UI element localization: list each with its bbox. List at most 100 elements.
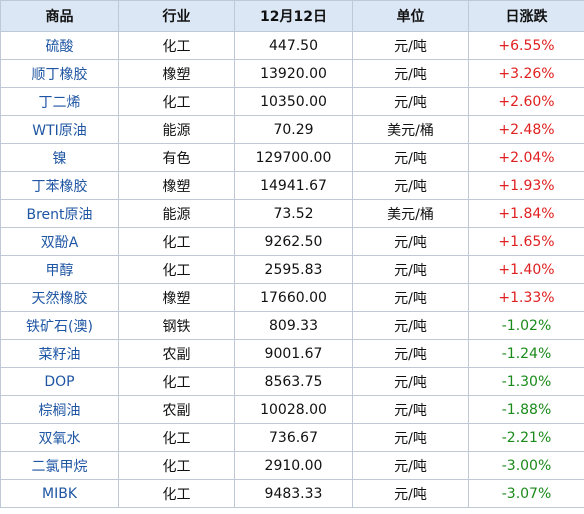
- industry-cell: 化工: [118, 227, 235, 256]
- commodity-name-link[interactable]: 菜籽油: [0, 339, 119, 368]
- unit-cell: 元/吨: [352, 395, 469, 424]
- unit-cell: 元/吨: [352, 255, 469, 284]
- unit-cell: 元/吨: [352, 311, 469, 340]
- table-row: 双酚A 化工 9262.50 元/吨 +1.65%: [0, 227, 584, 256]
- unit-cell: 元/吨: [352, 87, 469, 116]
- unit-cell: 元/吨: [352, 479, 469, 508]
- unit-cell: 元/吨: [352, 171, 469, 200]
- table-header-row: 商品 行业 12月12日 单位 日涨跌: [0, 0, 584, 32]
- daily-change-cell: -1.02%: [468, 311, 584, 340]
- industry-cell: 橡塑: [118, 59, 235, 88]
- daily-change-cell: -1.30%: [468, 367, 584, 396]
- unit-cell: 元/吨: [352, 31, 469, 60]
- unit-cell: 元/吨: [352, 227, 469, 256]
- header-daily-change: 日涨跌: [468, 0, 584, 32]
- daily-change-cell: +1.33%: [468, 283, 584, 312]
- commodity-name-link[interactable]: 丁苯橡胶: [0, 171, 119, 200]
- industry-cell: 能源: [118, 199, 235, 228]
- daily-change-cell: +2.48%: [468, 115, 584, 144]
- table-row: 丁二烯 化工 10350.00 元/吨 +2.60%: [0, 87, 584, 116]
- industry-cell: 能源: [118, 115, 235, 144]
- daily-change-cell: +1.40%: [468, 255, 584, 284]
- industry-cell: 化工: [118, 367, 235, 396]
- table-row: 棕榈油 农副 10028.00 元/吨 -1.88%: [0, 395, 584, 424]
- unit-cell: 元/吨: [352, 339, 469, 368]
- commodity-name-link[interactable]: MIBK: [0, 479, 119, 508]
- industry-cell: 有色: [118, 143, 235, 172]
- daily-change-cell: +2.04%: [468, 143, 584, 172]
- price-cell: 9483.33: [234, 479, 353, 508]
- daily-change-cell: -2.21%: [468, 423, 584, 452]
- industry-cell: 化工: [118, 479, 235, 508]
- unit-cell: 美元/桶: [352, 199, 469, 228]
- commodity-name-link[interactable]: 顺丁橡胶: [0, 59, 119, 88]
- commodity-name-link[interactable]: 双氧水: [0, 423, 119, 452]
- commodity-name-link[interactable]: 棕榈油: [0, 395, 119, 424]
- table-row: WTI原油 能源 70.29 美元/桶 +2.48%: [0, 115, 584, 144]
- price-cell: 809.33: [234, 311, 353, 340]
- unit-cell: 元/吨: [352, 423, 469, 452]
- table-row: MIBK 化工 9483.33 元/吨 -3.07%: [0, 479, 584, 508]
- table-row: 铁矿石(澳) 钢铁 809.33 元/吨 -1.02%: [0, 311, 584, 340]
- table-row: 天然橡胶 橡塑 17660.00 元/吨 +1.33%: [0, 283, 584, 312]
- price-cell: 8563.75: [234, 367, 353, 396]
- table-row: 丁苯橡胶 橡塑 14941.67 元/吨 +1.93%: [0, 171, 584, 200]
- table-row: 双氧水 化工 736.67 元/吨 -2.21%: [0, 423, 584, 452]
- commodity-name-link[interactable]: 二氯甲烷: [0, 451, 119, 480]
- header-industry: 行业: [118, 0, 235, 32]
- daily-change-cell: +1.84%: [468, 199, 584, 228]
- unit-cell: 元/吨: [352, 283, 469, 312]
- header-unit: 单位: [352, 0, 469, 32]
- price-cell: 70.29: [234, 115, 353, 144]
- daily-change-cell: +3.26%: [468, 59, 584, 88]
- daily-change-cell: -1.88%: [468, 395, 584, 424]
- price-cell: 14941.67: [234, 171, 353, 200]
- commodity-name-link[interactable]: 铁矿石(澳): [0, 311, 119, 340]
- industry-cell: 橡塑: [118, 171, 235, 200]
- table-row: 二氯甲烷 化工 2910.00 元/吨 -3.00%: [0, 451, 584, 480]
- commodity-name-link[interactable]: 镍: [0, 143, 119, 172]
- unit-cell: 美元/桶: [352, 115, 469, 144]
- industry-cell: 农副: [118, 395, 235, 424]
- price-cell: 9001.67: [234, 339, 353, 368]
- commodity-name-link[interactable]: 天然橡胶: [0, 283, 119, 312]
- commodity-name-link[interactable]: Brent原油: [0, 199, 119, 228]
- unit-cell: 元/吨: [352, 143, 469, 172]
- unit-cell: 元/吨: [352, 59, 469, 88]
- commodity-name-link[interactable]: 丁二烯: [0, 87, 119, 116]
- industry-cell: 农副: [118, 339, 235, 368]
- industry-cell: 化工: [118, 31, 235, 60]
- industry-cell: 钢铁: [118, 311, 235, 340]
- price-cell: 736.67: [234, 423, 353, 452]
- industry-cell: 橡塑: [118, 283, 235, 312]
- industry-cell: 化工: [118, 423, 235, 452]
- industry-cell: 化工: [118, 255, 235, 284]
- daily-change-cell: -3.00%: [468, 451, 584, 480]
- daily-change-cell: +6.55%: [468, 31, 584, 60]
- daily-change-cell: +1.93%: [468, 171, 584, 200]
- daily-change-cell: +2.60%: [468, 87, 584, 116]
- unit-cell: 元/吨: [352, 367, 469, 396]
- price-cell: 73.52: [234, 199, 353, 228]
- price-cell: 13920.00: [234, 59, 353, 88]
- price-cell: 2595.83: [234, 255, 353, 284]
- commodity-name-link[interactable]: 双酚A: [0, 227, 119, 256]
- table-row: Brent原油 能源 73.52 美元/桶 +1.84%: [0, 199, 584, 228]
- price-cell: 447.50: [234, 31, 353, 60]
- commodity-name-link[interactable]: 甲醇: [0, 255, 119, 284]
- daily-change-cell: -3.07%: [468, 479, 584, 508]
- price-cell: 10028.00: [234, 395, 353, 424]
- commodity-name-link[interactable]: DOP: [0, 367, 119, 396]
- header-commodity: 商品: [0, 0, 119, 32]
- table-row: 甲醇 化工 2595.83 元/吨 +1.40%: [0, 255, 584, 284]
- daily-change-cell: -1.24%: [468, 339, 584, 368]
- unit-cell: 元/吨: [352, 451, 469, 480]
- commodity-name-link[interactable]: WTI原油: [0, 115, 119, 144]
- table-row: DOP 化工 8563.75 元/吨 -1.30%: [0, 367, 584, 396]
- daily-change-cell: +1.65%: [468, 227, 584, 256]
- commodity-name-link[interactable]: 硫酸: [0, 31, 119, 60]
- header-date: 12月12日: [234, 0, 353, 32]
- price-cell: 10350.00: [234, 87, 353, 116]
- table-row: 镍有色 129700.00 元/吨 +2.04%: [0, 143, 584, 172]
